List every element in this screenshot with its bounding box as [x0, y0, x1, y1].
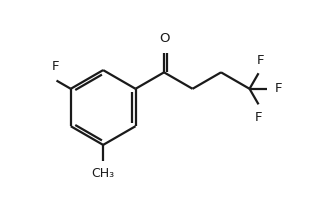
Text: F: F [51, 60, 59, 73]
Text: F: F [256, 54, 264, 67]
Text: CH₃: CH₃ [92, 167, 115, 180]
Text: F: F [275, 82, 283, 95]
Text: O: O [159, 32, 169, 45]
Text: F: F [255, 111, 262, 124]
